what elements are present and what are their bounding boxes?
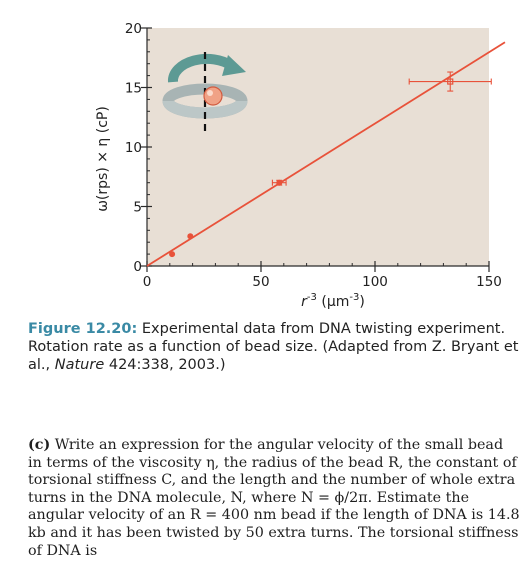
x-axis-label: r-3 (µm-3) [301, 292, 365, 310]
y-tick-label: 5 [133, 200, 142, 216]
problem-body: Write an expression for the angular velo… [28, 437, 520, 559]
caption-text: Experimental data from DNA twisting expe… [28, 321, 519, 373]
x-tick-label: 0 [143, 274, 152, 290]
problem-text: (c) Write an expression for the angular … [28, 437, 520, 560]
y-tick-label: 20 [125, 21, 142, 37]
y-tick-label: 10 [125, 140, 142, 156]
arrowhead-icon [222, 55, 246, 76]
data-series [146, 41, 506, 267]
caption-citation: 424:338, 2003.) [104, 357, 226, 373]
rotating-bead-icon [162, 52, 248, 131]
problem-tag: (c) [28, 437, 51, 453]
y-axis-label: ω(rps) × η (cP) [95, 106, 111, 212]
x-tick-label: 150 [476, 274, 502, 290]
axes: 0 5 10 15 20 0 50 100 150 r-3 (µm-3) ω(rps) × η (c… [95, 21, 502, 310]
scatter-plot: 0 5 10 15 20 0 50 100 150 r-3 (µm-3) ω(rps) × η (c… [95, 21, 506, 310]
bead-icon [203, 86, 223, 106]
figure-label: Figure 12.20: [28, 321, 138, 337]
data-point [169, 251, 176, 258]
data-point [187, 233, 194, 240]
caption-journal: Nature [54, 357, 105, 373]
rotation-arrow-icon [167, 53, 235, 83]
fit-line [146, 41, 506, 267]
data-point [276, 179, 283, 186]
figure-chart: 0 5 10 15 20 0 50 100 150 r-3 (µm-3) ω(rps) × η (c… [95, 21, 506, 310]
figure-caption: Figure 12.20: Experimental data from DNA… [28, 320, 520, 374]
data-point [447, 78, 454, 85]
x-tick-label: 50 [252, 274, 269, 290]
x-tick-label: 100 [362, 274, 388, 290]
y-tick-label: 15 [125, 81, 142, 97]
y-tick-label: 0 [133, 259, 142, 275]
